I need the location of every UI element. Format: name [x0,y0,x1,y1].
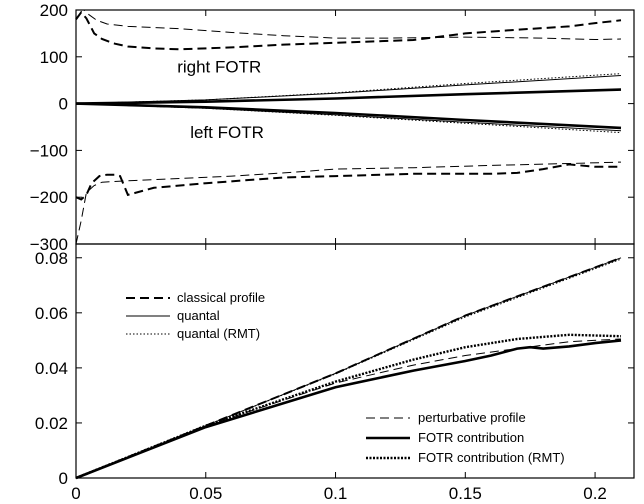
top-series-thick-dashed-upper [75,10,622,51]
bottom-panel: 0 0.02 0.04 0.06 0.08 0 0.05 0.1 0.15 0.2 classic… [35,243,635,503]
top-series-thin-dashed-upper [76,9,622,41]
bottom-y-tick-label: 0.04 [35,359,68,378]
bottom-x-tick-label: 0.1 [324,484,348,503]
bottom-x-tick-label: 0.2 [583,484,607,503]
bottom-x-tick-label: 0 [71,484,80,503]
top-series-dotted-neg [75,103,622,134]
top-series-thin-dashed-lower [75,161,622,245]
bottom-series-quantal-rmt [75,258,622,479]
bottom-y-tick-label: 0.06 [35,304,68,323]
bottom-plot-frame [75,243,635,479]
legend-label-quantal-rmt: quantal (RMT) [177,326,260,341]
top-y-tick-label: 0 [59,95,68,114]
top-y-tick-label: 200 [40,1,68,20]
bottom-y-tick-label: 0.08 [35,249,68,268]
legend-label-quantal: quantal [177,308,220,323]
legend-label-classical: classical profile [177,290,265,305]
legend-upper: classical profile quantal quantal (RMT) [126,290,265,341]
annotation-left-fotr: left FOTR [190,123,264,142]
annotation-right-fotr: right FOTR [177,58,261,77]
bottom-ticks-group: 0 0.02 0.04 0.06 0.08 0 0.05 0.1 0.15 0.2 [35,244,634,503]
legend-label-fotr: FOTR contribution [418,430,524,445]
bottom-series-fotr-rmt [75,333,622,480]
top-ticks-group: 200 100 0 −100 −200 −300 [30,1,634,254]
top-series-thick-solid-pos [75,88,622,105]
top-series-thin-solid-neg [75,103,622,132]
legend-label-perturbative: perturbative profile [418,410,526,425]
top-y-tick-label: −200 [30,188,68,207]
top-series-dotted-pos [75,73,622,105]
top-series-group [75,9,622,245]
top-panel: 200 100 0 −100 −200 −300 right FOTR left FOTR [30,1,635,254]
legend-lower: perturbative profile FOTR contribution F… [366,410,565,465]
top-series-thin-solid-pos [75,75,622,105]
top-y-tick-label: −100 [30,141,68,160]
bottom-series-fotr [75,339,622,480]
legend-label-fotr-rmt: FOTR contribution (RMT) [418,450,565,465]
top-series-thick-solid-neg [75,102,622,130]
bottom-x-tick-label: 0.05 [189,484,222,503]
bottom-x-tick-label: 0.15 [449,484,482,503]
top-y-tick-label: −300 [30,235,68,254]
bottom-y-tick-label: 0.02 [35,414,68,433]
top-series-thick-dashed-lower [75,163,621,201]
bottom-series-group [75,256,622,480]
top-y-tick-label: 100 [40,48,68,67]
bottom-y-tick-label: 0 [59,469,68,488]
